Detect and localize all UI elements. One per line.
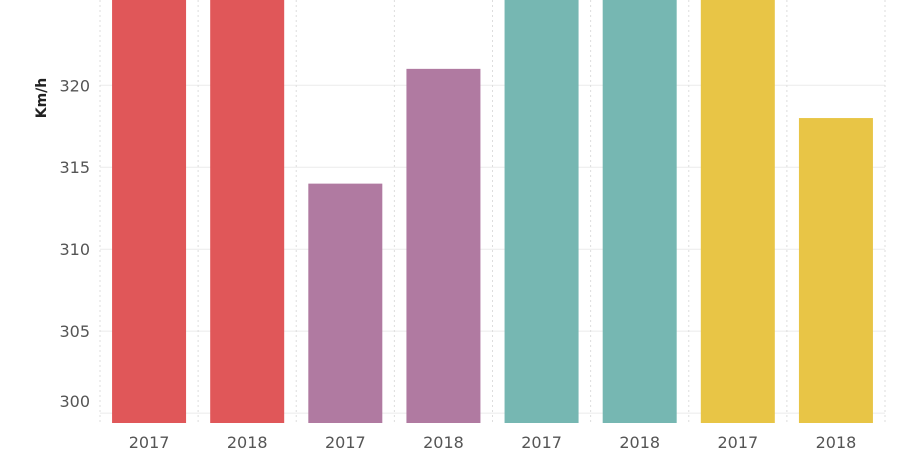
x-tick-label: 2017 [521,433,562,452]
x-tick-label: 2018 [423,433,464,452]
x-tick-label: 2018 [619,433,660,452]
x-tick-label: 2018 [227,433,268,452]
y-tick-label: 320 [59,76,90,95]
bar [406,68,481,423]
bars [112,0,873,423]
x-tick-label: 2017 [325,433,366,452]
x-tick-label: 2017 [129,433,170,452]
y-tick-label: 300 [59,392,90,411]
y-tick-label: 310 [59,240,90,259]
bar [210,0,285,423]
x-tick-label: 2017 [717,433,758,452]
x-axis-ticks: 2017 2018 2017 2018 2017 2018 2017 2018 [129,433,857,452]
x-tick-label: 2018 [816,433,857,452]
y-axis-title: Km/h [34,78,50,119]
bar [308,183,383,423]
bar [798,118,873,423]
bar [700,0,775,423]
bar [504,0,579,423]
y-tick-label: 315 [59,158,90,177]
y-axis-ticks: 300 305 310 315 320 [59,76,90,411]
bar [112,0,187,423]
bar [602,0,677,423]
y-tick-label: 305 [59,322,90,341]
